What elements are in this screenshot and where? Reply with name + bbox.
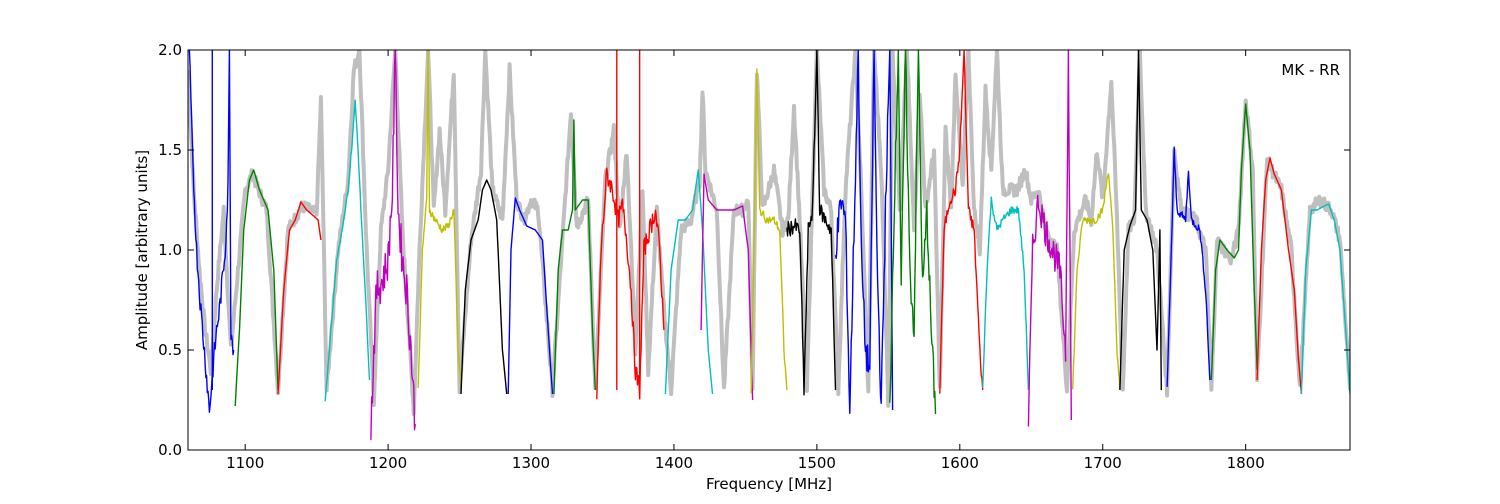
x-tick-label: 1400: [655, 454, 693, 472]
series-line-14: [786, 50, 837, 396]
series-line-15: [834, 50, 894, 414]
series-line-3: [277, 201, 322, 395]
x-axis-label: Frequency [MHz]: [706, 475, 832, 493]
series-line-6: [417, 50, 462, 391]
series-line-10: [596, 167, 665, 400]
x-axis-ticks: 1100 1200 1300 1400 1500 1600 1700 1800: [226, 50, 1265, 472]
series-line-23: [1210, 103, 1258, 381]
x-tick-label: 1100: [226, 454, 264, 472]
chart-annotation: MK - RR: [1281, 61, 1340, 79]
x-tick-label: 1700: [1084, 454, 1122, 472]
y-tick-label: 2.0: [158, 41, 182, 59]
series-line-22: [1166, 146, 1211, 387]
series-line-25: [1300, 203, 1350, 395]
series-line-20: [1072, 173, 1121, 391]
series-line-7: [460, 179, 508, 395]
series-line-11: [664, 169, 714, 395]
y-axis-ticks: 0.0 0.5 1.0 1.5 2.0: [158, 41, 1350, 459]
series-line-13: [750, 68, 788, 394]
series-line-5: [370, 50, 416, 440]
series-line-8: [507, 197, 554, 395]
series-line-24: [1256, 157, 1303, 395]
series-line-9: [553, 119, 596, 395]
y-tick-label: 1.5: [158, 141, 182, 159]
x-tick-label: 1800: [1227, 454, 1265, 472]
series-line-17: [939, 50, 984, 394]
y-tick-label: 0.5: [158, 341, 182, 359]
x-tick-label: 1600: [941, 454, 979, 472]
x-tick-label: 1500: [798, 454, 836, 472]
series-line-4: [324, 99, 371, 402]
series-layer: [188, 50, 1350, 440]
x-tick-label: 1200: [369, 454, 407, 472]
y-tick-label: 1.0: [158, 241, 182, 259]
y-tick-label: 0.0: [158, 441, 182, 459]
y-axis-label: Amplitude [arbitrary units]: [133, 150, 151, 350]
series-line-16: [889, 50, 937, 415]
series-line-19: [1027, 50, 1072, 427]
series-line-18: [982, 196, 1030, 391]
series-line-21: [1119, 50, 1162, 391]
series-line-12: [700, 173, 754, 401]
background-series-line: [188, 50, 1350, 417]
x-tick-label: 1300: [512, 454, 550, 472]
series-line-2: [234, 169, 279, 407]
background-series-layer: [188, 50, 1350, 417]
